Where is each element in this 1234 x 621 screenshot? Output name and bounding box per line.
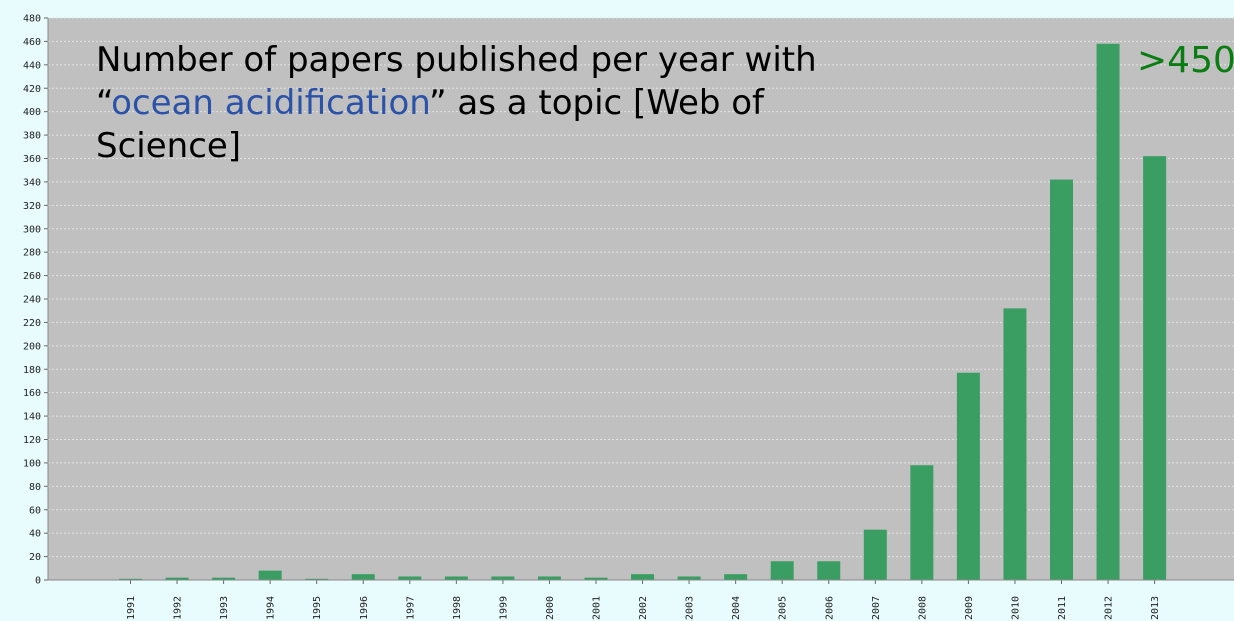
y-tick-label: 240	[23, 295, 41, 306]
y-tick-label: 180	[23, 365, 41, 376]
bar-1998	[444, 576, 468, 580]
y-tick-label: 200	[23, 341, 41, 352]
x-tick-label-1998: 1998	[452, 596, 463, 620]
y-tick-label: 0	[35, 576, 41, 587]
y-tick-label: 260	[23, 271, 41, 282]
bar-2011	[1050, 179, 1073, 580]
x-tick-label-2010: 2010	[1010, 596, 1021, 620]
bar-2005	[770, 561, 794, 580]
bar-2010	[1003, 308, 1027, 580]
x-tick-label-1991: 1991	[126, 596, 137, 620]
bar-2007	[863, 529, 887, 580]
bar-2012	[1096, 43, 1120, 580]
y-tick-label: 140	[23, 412, 41, 423]
y-tick-label: 40	[29, 529, 41, 540]
x-tick-label-2011: 2011	[1057, 596, 1068, 620]
bar-2008	[910, 465, 934, 580]
bar-1996	[351, 574, 375, 580]
x-tick-label-2000: 2000	[545, 596, 556, 620]
bar-2009	[956, 372, 980, 580]
x-tick-label-2003: 2003	[685, 596, 696, 620]
y-tick-label: 440	[23, 60, 41, 71]
x-tick-label-1999: 1999	[498, 596, 509, 620]
y-axis: 0 20 40 60 80 100 120 140 160 180 200 220 240 260 280 3…	[23, 14, 49, 587]
y-tick-label: 60	[29, 505, 41, 516]
y-tick-label: 380	[23, 131, 41, 142]
y-tick-label: 120	[23, 435, 41, 446]
x-tick-label-1996: 1996	[359, 596, 370, 620]
x-tick-label-2008: 2008	[917, 596, 928, 620]
x-tick-label-2007: 2007	[871, 596, 882, 620]
bars	[119, 43, 1167, 581]
y-tick-label: 80	[29, 482, 41, 493]
bar-2002	[631, 574, 655, 580]
x-tick-label-2009: 2009	[964, 596, 975, 620]
y-tick-label: 420	[23, 84, 41, 95]
bar-2004	[724, 574, 748, 580]
x-tick-label-1992: 1992	[173, 596, 184, 620]
title-part1: Number of papers published per year with…	[96, 40, 817, 123]
chart-title: Number of papers published per year with…	[96, 39, 856, 168]
y-tick-label: 480	[23, 14, 41, 25]
bar-1997	[398, 576, 422, 580]
title-highlight: ocean acidification	[111, 83, 429, 123]
y-tick-label: 20	[29, 552, 41, 563]
x-tick-label-2005: 2005	[778, 596, 789, 620]
x-tick-label-1994: 1994	[266, 596, 277, 620]
x-tick-label-2004: 2004	[731, 596, 742, 620]
y-tick-label: 220	[23, 318, 41, 329]
y-tick-label: 160	[23, 388, 41, 399]
y-tick-label: 460	[23, 37, 41, 48]
x-tick-label-1997: 1997	[405, 596, 416, 620]
bar-1991	[119, 578, 142, 580]
bar-2003	[677, 576, 701, 580]
grid	[48, 17, 1234, 581]
bar-1995	[305, 578, 329, 580]
y-tick-label: 340	[23, 177, 41, 188]
x-tick-label-2006: 2006	[824, 596, 835, 620]
y-tick-label: 100	[23, 458, 41, 469]
y-tick-label: 300	[23, 224, 41, 235]
y-tick-label: 320	[23, 201, 41, 212]
y-tick-label: 400	[23, 107, 41, 118]
x-tick-label-2001: 2001	[592, 596, 603, 620]
x-tick-label-2013: 2013	[1150, 596, 1161, 620]
title-part2: ” as a topic [Web of Science]	[96, 83, 765, 166]
x-tick-label-1993: 1993	[219, 596, 230, 620]
bar-1992	[165, 577, 189, 580]
x-tick-label-2012: 2012	[1104, 596, 1115, 620]
y-tick-label: 280	[23, 248, 41, 259]
peak-annotation: >450	[1137, 40, 1234, 81]
bar-1999	[491, 576, 515, 580]
bar-2013	[1143, 156, 1167, 581]
x-axis: 1991 1992 1993 1994 1995 1996 1997 1998 1999 2000…	[48, 579, 1234, 620]
x-tick-label-2002: 2002	[638, 596, 649, 620]
y-tick-label: 360	[23, 154, 41, 165]
bar-2006	[817, 561, 841, 580]
bar-2000	[537, 576, 561, 580]
bar-2001	[584, 577, 608, 580]
bar-1994	[258, 570, 282, 580]
bar-1993	[212, 577, 236, 580]
x-tick-label-1995: 1995	[312, 596, 323, 620]
